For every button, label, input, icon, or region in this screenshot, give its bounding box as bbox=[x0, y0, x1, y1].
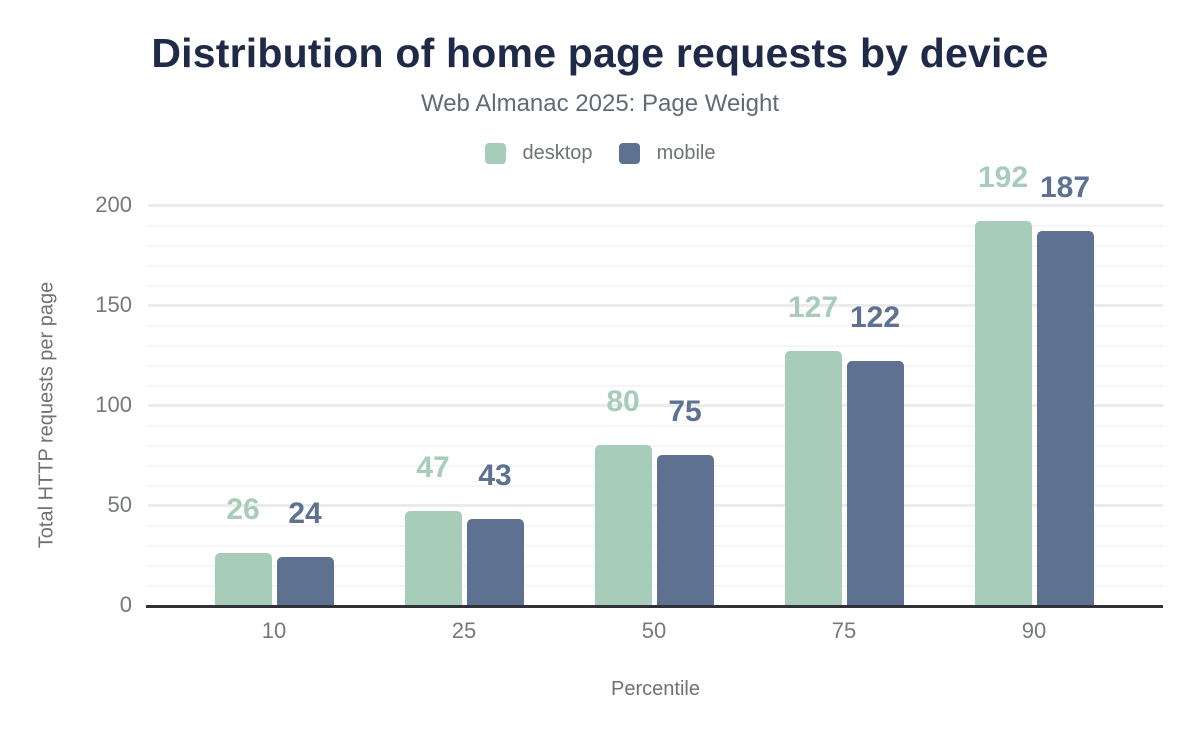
bar-desktop-p10 bbox=[214, 553, 272, 605]
bar-desktop-p90 bbox=[974, 221, 1032, 605]
y-tick-label-0: 0 bbox=[119, 592, 132, 617]
gridline-major-150 bbox=[148, 304, 1163, 307]
gridline-minor-140 bbox=[148, 325, 1163, 327]
bar-mobile-p50 bbox=[656, 455, 714, 605]
gridline-minor-110 bbox=[148, 385, 1163, 387]
bar-desktop-p25 bbox=[404, 511, 462, 605]
gridline-minor-10 bbox=[148, 585, 1163, 587]
bar-value-label-mobile-p50: 75 bbox=[668, 395, 702, 428]
gridline-major-100 bbox=[148, 404, 1163, 407]
chart-title: Distribution of home page requests by de… bbox=[151, 30, 1049, 76]
gridline-minor-190 bbox=[148, 225, 1163, 227]
gridline-minor-120 bbox=[148, 365, 1163, 367]
bar-value-label-desktop-p10: 26 bbox=[226, 493, 260, 526]
legend-item-mobile[interactable]: mobile bbox=[618, 142, 716, 165]
bar-value-label-mobile-p75: 122 bbox=[849, 301, 901, 334]
bar-desktop-p75 bbox=[784, 351, 842, 605]
gridline-minor-170 bbox=[148, 265, 1163, 267]
y-tick-label-100: 100 bbox=[95, 392, 132, 417]
bar-mobile-p25 bbox=[466, 519, 524, 605]
gridline-minor-130 bbox=[148, 345, 1163, 347]
x-tick-label-75: 75 bbox=[831, 618, 857, 643]
gridline-minor-60 bbox=[148, 485, 1163, 487]
chart-subtitle: Web Almanac 2025: Page Weight bbox=[420, 90, 779, 117]
bar-mobile-p75 bbox=[846, 361, 904, 605]
bar-value-label-mobile-p10: 24 bbox=[288, 497, 322, 530]
gridline-minor-160 bbox=[148, 285, 1163, 287]
gridline-minor-180 bbox=[148, 245, 1163, 247]
y-tick-label-50: 50 bbox=[107, 492, 132, 517]
bar-value-label-mobile-p25: 43 bbox=[478, 459, 512, 492]
gridline-major-200 bbox=[148, 204, 1163, 207]
y-tick-label-150: 150 bbox=[95, 292, 132, 317]
x-axis-title: Percentile bbox=[611, 678, 700, 700]
bar-desktop-p50 bbox=[594, 445, 652, 605]
gridline-minor-30 bbox=[148, 545, 1163, 547]
gridline-minor-90 bbox=[148, 425, 1163, 427]
bar-mobile-p10 bbox=[276, 557, 334, 605]
gridline-minor-80 bbox=[148, 445, 1163, 447]
gridline-major-50 bbox=[148, 504, 1163, 507]
x-tick-label-90: 90 bbox=[1021, 618, 1047, 643]
bar-value-label-desktop-p50: 80 bbox=[606, 385, 640, 418]
bar-mobile-p90 bbox=[1036, 231, 1094, 605]
x-axis-baseline bbox=[146, 605, 1163, 608]
chart-legend: desktop mobile bbox=[0, 142, 1200, 165]
bar-value-label-desktop-p75: 127 bbox=[787, 291, 839, 324]
gridline-minor-70 bbox=[148, 465, 1163, 467]
gridline-minor-20 bbox=[148, 565, 1163, 567]
gridline-minor-40 bbox=[148, 525, 1163, 527]
x-tick-label-25: 25 bbox=[451, 618, 477, 643]
bar-value-label-desktop-p25: 47 bbox=[416, 451, 450, 484]
y-tick-label-200: 200 bbox=[95, 192, 132, 217]
legend-swatch-desktop-icon bbox=[484, 143, 506, 164]
legend-item-desktop[interactable]: desktop bbox=[484, 142, 593, 165]
legend-label: mobile bbox=[656, 142, 716, 164]
x-tick-label-10: 10 bbox=[261, 618, 287, 643]
bar-value-label-mobile-p90: 187 bbox=[1039, 171, 1091, 204]
legend-label: desktop bbox=[522, 142, 593, 164]
x-tick-label-50: 50 bbox=[641, 618, 667, 643]
legend-swatch-mobile-icon bbox=[618, 143, 640, 164]
bar-value-label-desktop-p90: 192 bbox=[977, 161, 1029, 194]
